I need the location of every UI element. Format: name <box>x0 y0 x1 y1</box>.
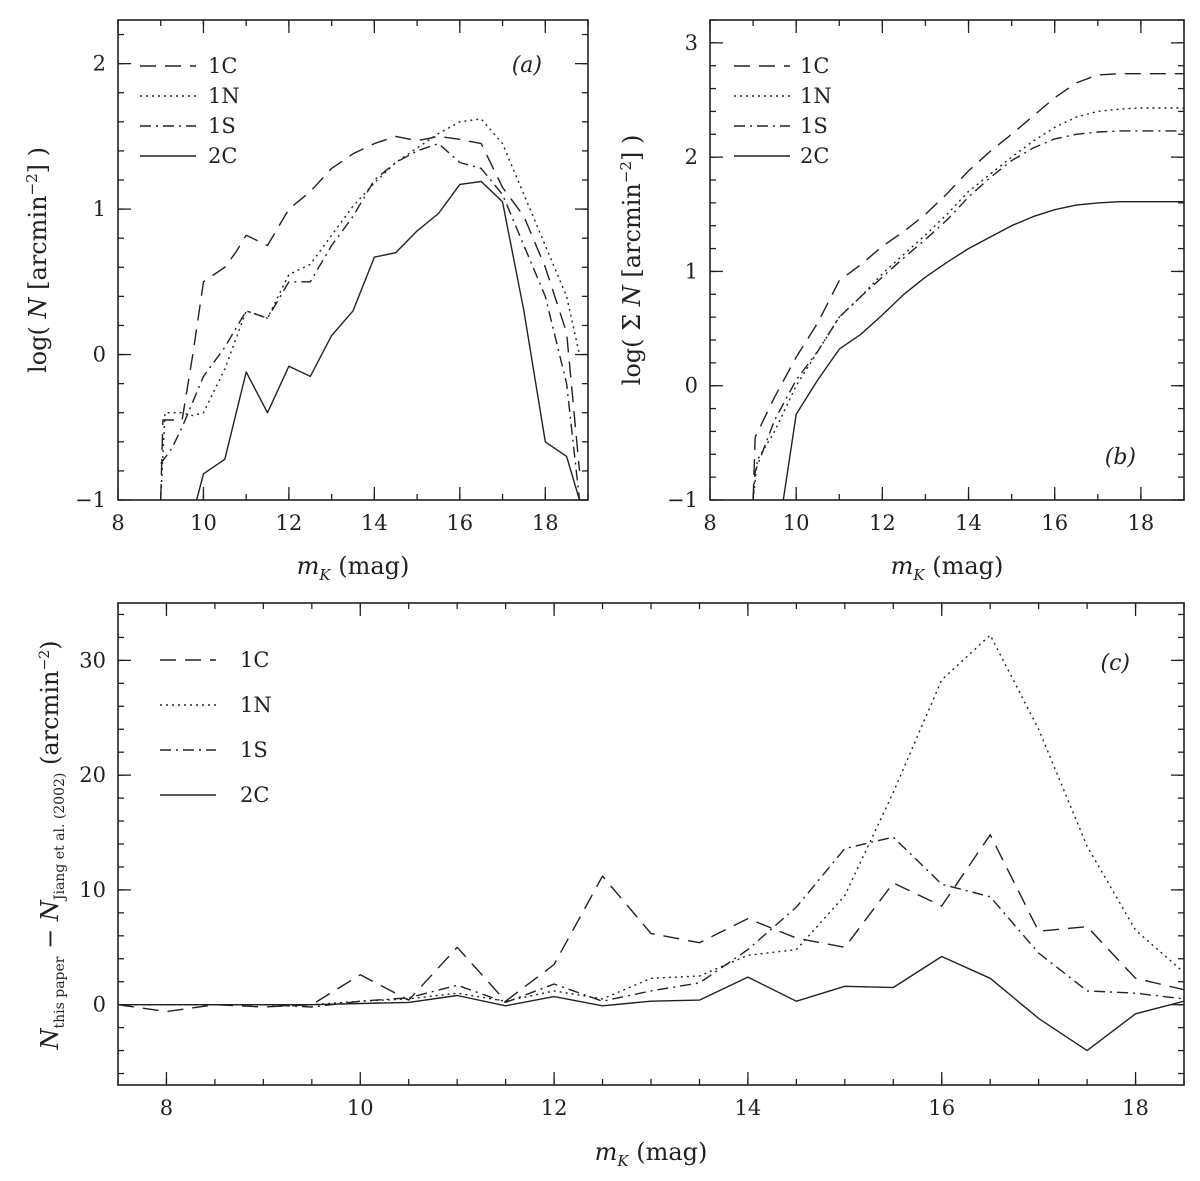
panel-a-ylabel: log( N [arcmin−2] ) <box>23 147 52 373</box>
x-tick-label: 16 <box>446 511 473 535</box>
x-tick-label: 12 <box>541 1096 568 1120</box>
y-tick-label: 0 <box>93 993 106 1017</box>
y-tick-label: 0 <box>685 374 698 398</box>
y-tick-label: 2 <box>685 145 698 169</box>
x-tick-label: 14 <box>735 1096 762 1120</box>
x-tick-label: 10 <box>190 511 217 535</box>
panel-b-lines <box>752 72 1184 500</box>
panel-c-xlabel: mK (mag) <box>595 1138 708 1170</box>
legend-label: 1N <box>208 84 240 108</box>
series-line-1N <box>160 118 581 500</box>
panel-b-tag: (b) <box>1105 445 1136 470</box>
y-tick-label: 1 <box>685 259 698 283</box>
series-line-1N <box>752 107 1184 500</box>
x-tick-label: 12 <box>869 511 896 535</box>
y-tick-label: −1 <box>75 488 106 512</box>
legend-label: 2C <box>208 144 237 168</box>
panel-a-tag: (a) <box>512 53 542 78</box>
x-tick-label: 8 <box>703 511 716 535</box>
series-line-1C <box>118 834 1184 1013</box>
panel-c: 8 10 12 14 16 18 0 10 20 30 (c) 1C 1N 1S 2C mK (mag)… <box>36 602 1185 1170</box>
panel-a-xlabel: mK (mag) <box>297 552 410 584</box>
legend-label: 1N <box>240 693 272 717</box>
panel-c-tag: (c) <box>1101 651 1131 676</box>
y-tick-label: 20 <box>79 763 106 787</box>
series-line-1N <box>118 634 1184 1006</box>
panel-c-ticklabels: 8 10 12 14 16 18 0 10 20 30 <box>79 648 1149 1120</box>
x-tick-label: 18 <box>1128 511 1155 535</box>
panel-a-lines <box>160 118 581 500</box>
x-tick-label: 16 <box>1041 511 1068 535</box>
legend-label: 2C <box>800 144 829 168</box>
legend-label: 1S <box>240 738 268 762</box>
series-line-1C <box>752 72 1184 500</box>
panel-a-frame <box>117 19 589 501</box>
x-tick-label: 8 <box>160 1096 173 1120</box>
y-tick-label: 10 <box>79 878 106 902</box>
x-tick-label: 10 <box>783 511 810 535</box>
panel-a-legend: 1C 1N 1S 2C <box>140 54 240 168</box>
legend-label: 1S <box>800 114 828 138</box>
panel-c-lines <box>118 634 1184 1052</box>
panel-b-legend: 1C 1N 1S 2C <box>734 54 832 168</box>
y-tick-label: 3 <box>685 31 698 55</box>
legend-label: 2C <box>240 783 269 807</box>
x-tick-label: 18 <box>532 511 559 535</box>
panel-c-ylabel: Nthis paper − NJiang et al. (2002) (arcm… <box>36 640 68 1050</box>
legend-label: 1C <box>208 54 237 78</box>
panel-b-ylabel: log( Σ N [arcmin−2] ) <box>617 135 646 386</box>
series-line-1S <box>118 836 1184 1008</box>
legend-label: 1C <box>240 648 269 672</box>
panel-c-ticks <box>117 603 1185 1085</box>
series-line-2C <box>118 955 1184 1052</box>
y-tick-label: 0 <box>93 343 106 367</box>
series-line-1S <box>160 142 581 500</box>
x-tick-label: 8 <box>111 511 124 535</box>
y-tick-label: 1 <box>93 197 106 221</box>
panel-b-frame <box>709 19 1185 501</box>
y-tick-label: 30 <box>79 648 106 672</box>
series-line-1C <box>160 135 581 500</box>
panel-c-frame <box>117 602 1185 1086</box>
x-tick-label: 14 <box>955 511 982 535</box>
series-line-1S <box>752 130 1184 500</box>
x-tick-label: 18 <box>1122 1096 1149 1120</box>
y-tick-label: −1 <box>667 488 698 512</box>
x-tick-label: 10 <box>347 1096 374 1120</box>
panel-a-ticks <box>117 20 589 501</box>
panel-c-legend: 1C 1N 1S 2C <box>160 648 272 807</box>
legend-label: 1N <box>800 84 832 108</box>
legend-label: 1C <box>800 54 829 78</box>
x-tick-label: 16 <box>928 1096 955 1120</box>
legend-label: 1S <box>208 114 236 138</box>
x-tick-label: 14 <box>361 511 388 535</box>
series-line-2C <box>782 200 1184 500</box>
panel-b-ticks <box>709 19 1185 501</box>
x-tick-label: 12 <box>276 511 303 535</box>
series-line-2C <box>195 180 581 500</box>
panel-b-xlabel: mK (mag) <box>891 552 1004 584</box>
y-tick-label: 2 <box>93 52 106 76</box>
